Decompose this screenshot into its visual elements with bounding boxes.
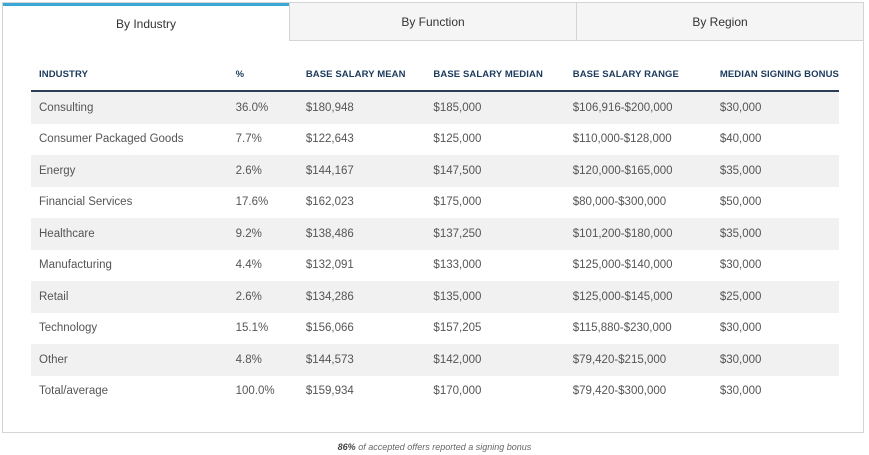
cell-industry: Other	[39, 353, 68, 366]
cell-range: $106,916-$200,000	[572, 101, 673, 114]
cell-industry: Healthcare	[39, 227, 95, 240]
cell-mean: $180,948	[305, 101, 354, 114]
cell-industry: Total/average	[39, 385, 109, 398]
cell-range: $115,880-$230,000	[572, 322, 672, 335]
table-row: Financial Services 17.6% $162,023 $175,000 $…	[31, 186, 839, 218]
cell-bonus: $50,000	[719, 196, 762, 209]
header-base-salary-range: BASE SALARY RANGE	[564, 61, 712, 92]
salary-panel: By Industry By Function By Region INDUST…	[2, 2, 864, 433]
table-row: Retail 2.6% $134,286 $135,000 $125,000-$145,…	[31, 281, 839, 313]
cell-percent: 36.0%	[235, 101, 269, 114]
cell-mean: $162,023	[305, 196, 354, 209]
table-row: Consumer Packaged Goods 7.7% $122,643 $125,…	[31, 123, 839, 155]
header-industry: INDUSTRY	[31, 61, 228, 92]
table-row: Consulting 36.0% $180,948 $185,000 $106,916-…	[31, 91, 839, 124]
cell-mean: $156,066	[305, 322, 354, 335]
cell-bonus: $35,000	[719, 164, 762, 177]
cell-bonus: $30,000	[719, 322, 762, 335]
tab-by-function[interactable]: By Function	[289, 3, 576, 41]
cell-industry: Retail	[39, 290, 69, 303]
cell-bonus: $40,000	[719, 133, 762, 146]
cell-industry: Manufacturing	[39, 259, 112, 272]
cell-mean: $132,091	[305, 259, 354, 272]
cell-percent: 7.7%	[235, 133, 262, 146]
cell-bonus: $25,000	[719, 290, 762, 303]
cell-median: $125,000	[433, 133, 482, 146]
cell-bonus: $35,000	[719, 227, 762, 240]
cell-industry: Energy	[39, 164, 76, 177]
cell-median: $142,000	[433, 353, 482, 366]
cell-mean: $159,934	[305, 385, 354, 398]
cell-mean: $134,286	[305, 290, 354, 303]
cell-industry: Technology	[39, 322, 98, 335]
cell-median: $185,000	[433, 101, 482, 114]
cell-median: $175,000	[433, 196, 482, 209]
tab-bar: By Industry By Function By Region	[3, 3, 863, 41]
table-header-row: INDUSTRY % BASE SALARY MEAN BASE SALARY …	[31, 61, 839, 92]
cell-mean: $138,486	[305, 227, 354, 240]
cell-range: $79,420-$215,000	[572, 353, 667, 366]
cell-range: $125,000-$145,000	[572, 290, 673, 303]
cell-median: $157,205	[433, 322, 482, 335]
cell-range: $120,000-$165,000	[572, 164, 673, 177]
cell-range: $110,000-$128,000	[572, 133, 672, 146]
cell-range: $79,420-$300,000	[572, 385, 667, 398]
table-row: Technology 15.1% $156,066 $157,205 $115,880-…	[31, 312, 839, 344]
table-row: Healthcare 9.2% $138,486 $137,250 $101,200-$…	[31, 218, 839, 250]
table-row: Manufacturing 4.4% $132,091 $133,000 $125,00…	[31, 249, 839, 281]
cell-median: $137,250	[433, 227, 482, 240]
cell-range: $101,200-$180,000	[572, 227, 673, 240]
cell-range: $80,000-$300,000	[572, 196, 667, 209]
footnote: 86% of accepted offers reported a signin…	[0, 442, 869, 452]
salary-table-container: INDUSTRY % BASE SALARY MEAN BASE SALARY …	[31, 61, 839, 407]
table-row: Energy 2.6% $144,167 $147,500 $120,000-$165,…	[31, 155, 839, 187]
cell-industry: Consulting	[39, 101, 94, 114]
tab-by-region[interactable]: By Region	[576, 3, 863, 41]
footnote-percent: 86%	[337, 442, 356, 452]
cell-mean: $144,167	[305, 164, 354, 177]
cell-median: $170,000	[433, 385, 482, 398]
footnote-text: of accepted offers reported a signing bo…	[355, 442, 532, 452]
cell-percent: 2.6%	[235, 164, 262, 177]
table-row: Other 4.8% $144,573 $142,000 $79,420-$215,00…	[31, 344, 839, 376]
cell-percent: 15.1%	[235, 322, 269, 335]
cell-industry: Financial Services	[39, 196, 133, 209]
table-row: Total/average 100.0% $159,934 $170,000 $79,4…	[31, 375, 839, 407]
cell-median: $133,000	[433, 259, 482, 272]
table-body: Consulting 36.0% $180,948 $185,000 $106,916-…	[31, 91, 839, 407]
cell-median: $135,000	[433, 290, 482, 303]
cell-percent: 2.6%	[235, 290, 262, 303]
header-median-signing-bonus: MEDIAN SIGNING BONUS	[711, 61, 839, 92]
header-base-salary-median: BASE SALARY MEDIAN	[425, 61, 565, 92]
cell-bonus: $30,000	[719, 259, 762, 272]
cell-percent: 100.0%	[235, 385, 275, 398]
cell-range: $125,000-$140,000	[572, 259, 673, 272]
cell-industry: Consumer Packaged Goods	[39, 133, 184, 146]
header-percent: %	[227, 61, 298, 92]
salary-table: INDUSTRY % BASE SALARY MEAN BASE SALARY …	[31, 61, 839, 407]
header-base-salary-mean: BASE SALARY MEAN	[297, 61, 426, 92]
cell-bonus: $30,000	[719, 385, 762, 398]
cell-percent: 9.2%	[235, 227, 262, 240]
cell-median: $147,500	[433, 164, 482, 177]
cell-percent: 17.6%	[235, 196, 269, 209]
tab-by-industry[interactable]: By Industry	[3, 3, 289, 41]
cell-bonus: $30,000	[719, 353, 762, 366]
cell-percent: 4.8%	[235, 353, 262, 366]
cell-bonus: $30,000	[719, 101, 762, 114]
cell-percent: 4.4%	[235, 259, 262, 272]
cell-mean: $122,643	[305, 133, 354, 146]
cell-mean: $144,573	[305, 353, 354, 366]
